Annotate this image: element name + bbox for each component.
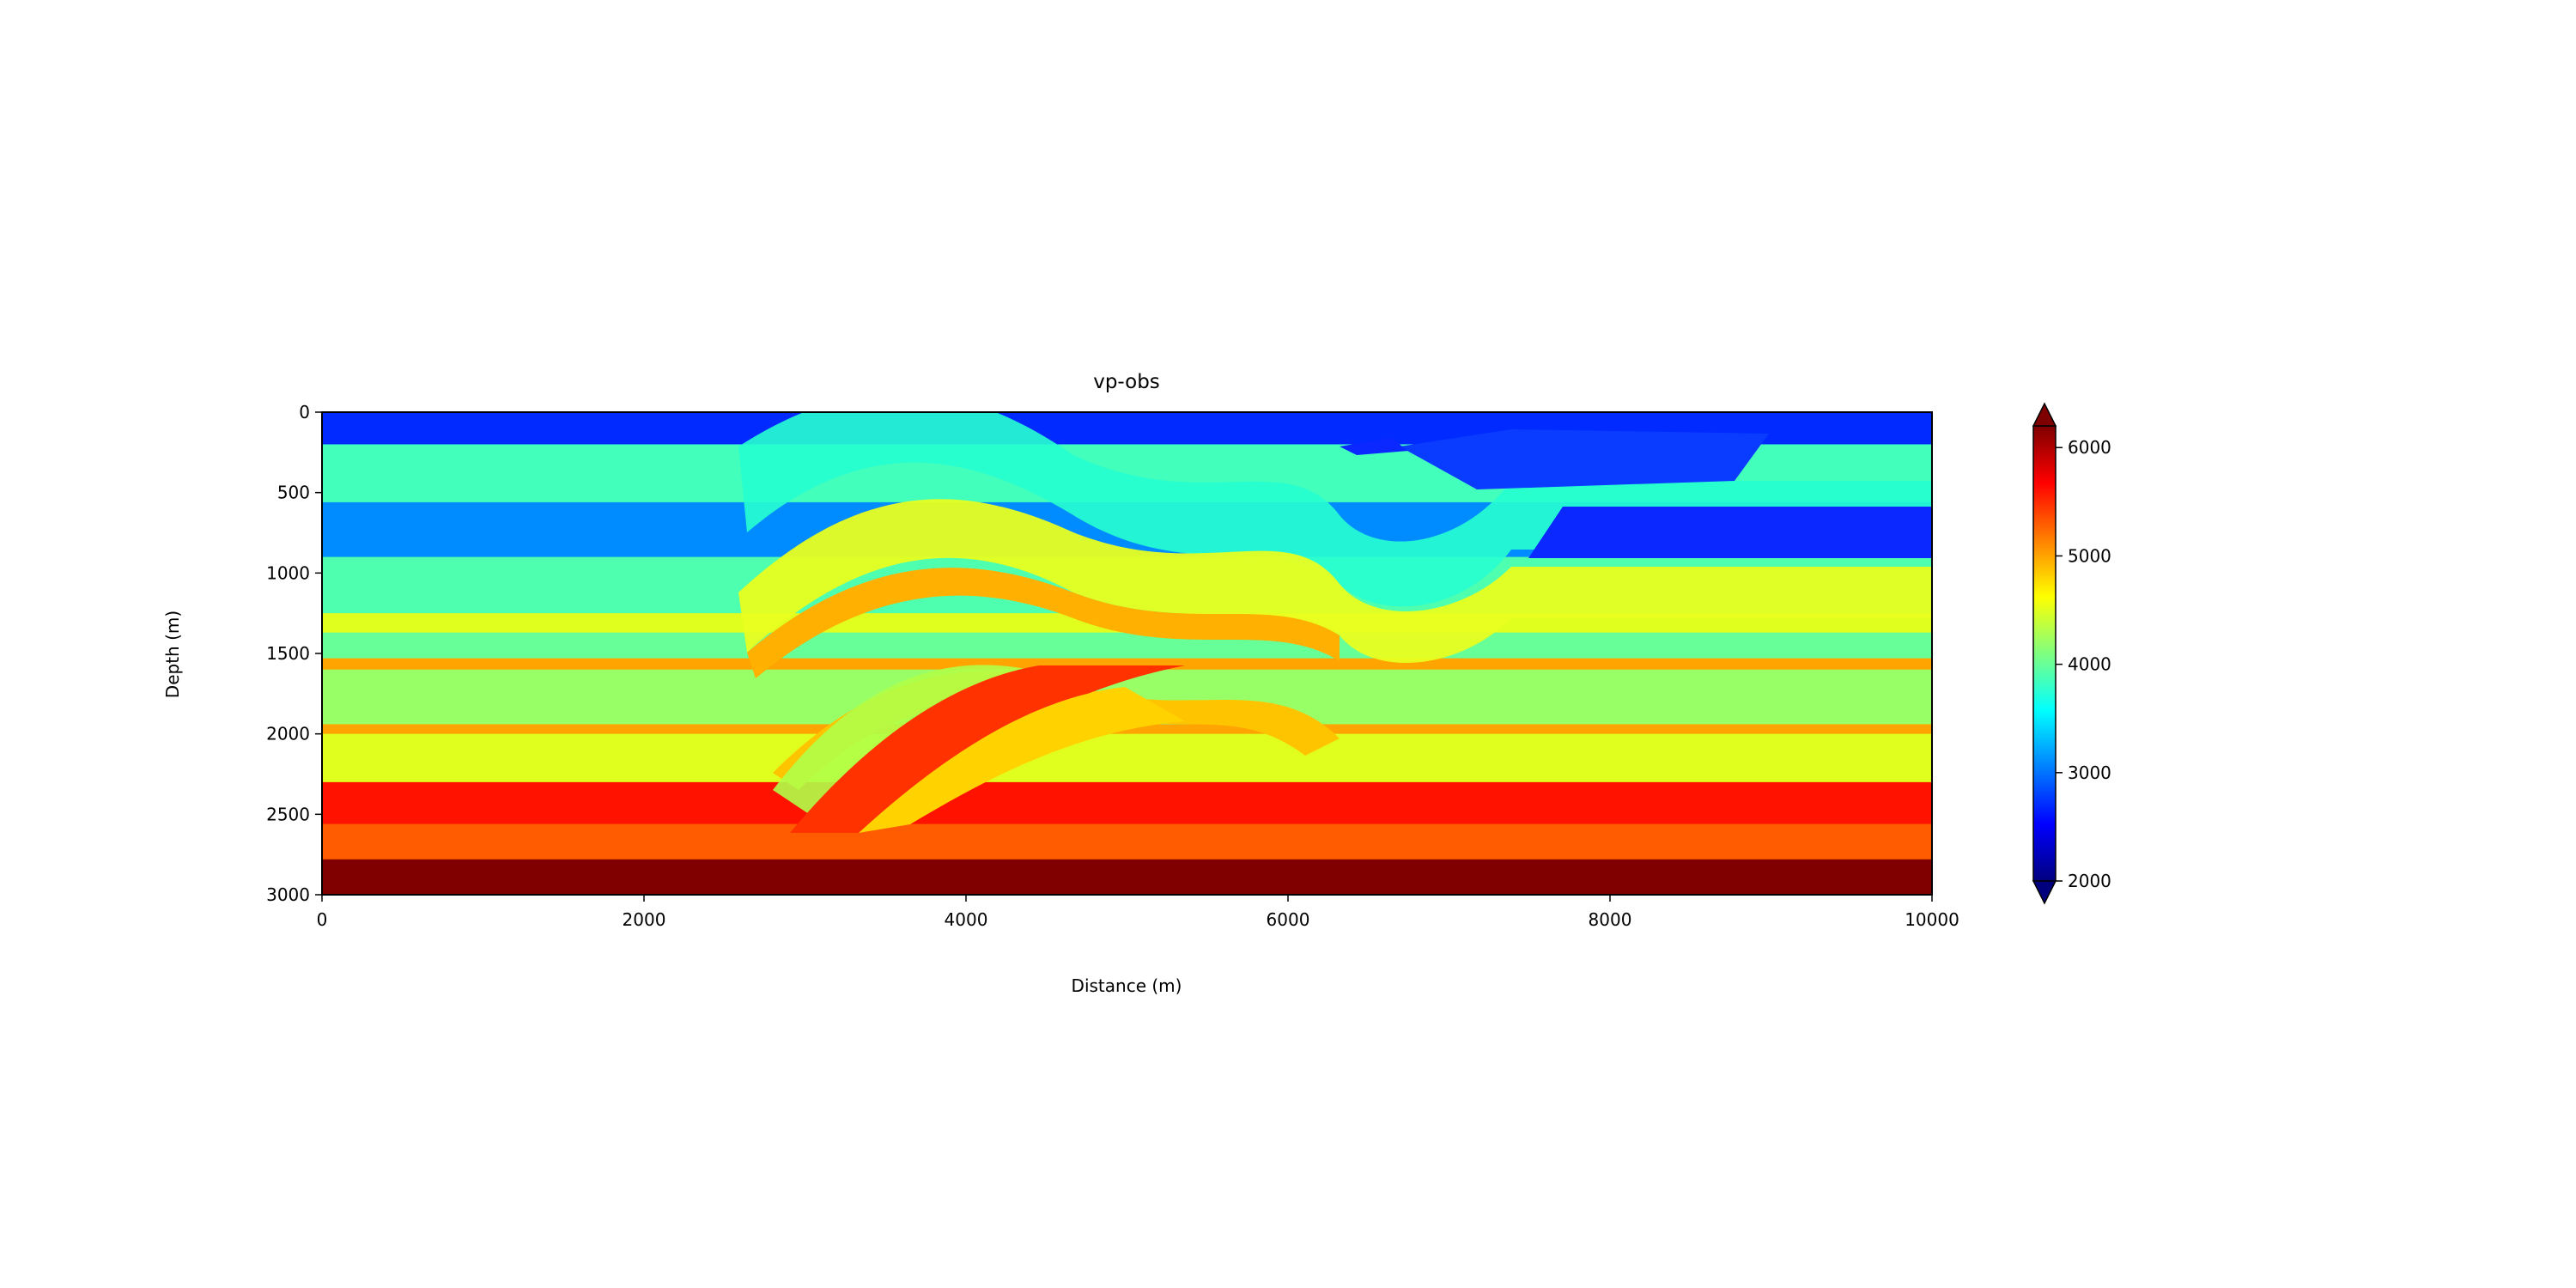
- velocity-layer-6: [322, 658, 1932, 671]
- velocity-layer-11: [322, 823, 1932, 860]
- y-tick-label: 1000: [266, 562, 310, 583]
- velocity-layer-10: [322, 781, 1932, 825]
- x-tick-label: 6000: [1267, 909, 1310, 930]
- colorbar: 2000 3000 4000 5000 6000: [2032, 402, 2111, 905]
- y-tick-label: 0: [299, 402, 310, 422]
- colorbar-gradient: [2032, 425, 2057, 882]
- x-tick-label: 4000: [945, 909, 988, 930]
- velocity-layer-12: [322, 859, 1932, 895]
- x-axis-label: Distance (m): [1072, 975, 1182, 996]
- colorbar-tick-label: 6000: [2068, 437, 2111, 458]
- colorbar-tick-label: 2000: [2068, 871, 2111, 891]
- colorbar-extend-bottom: [2032, 880, 2057, 905]
- colorbar-extend-top: [2032, 402, 2057, 427]
- y-tick-label: 500: [277, 483, 310, 503]
- x-tick-label: 8000: [1589, 909, 1632, 930]
- x-tick-label: 0: [317, 909, 328, 930]
- y-tick-label: 1500: [266, 643, 310, 664]
- colorbar-tick-label: 4000: [2068, 654, 2111, 675]
- y-tick-label: 2500: [266, 804, 310, 824]
- chart-title: vp-obs: [1093, 371, 1160, 393]
- anticline-feature: [738, 412, 1932, 833]
- velocity-layer-5: [322, 632, 1932, 659]
- colorbar-ticks: 2000 3000 4000 5000 6000: [2056, 437, 2111, 891]
- colorbar-tick-label: 3000: [2068, 762, 2111, 783]
- y-tick-label: 2000: [266, 724, 310, 744]
- plot-area: [322, 412, 1932, 895]
- colorbar-tick-label: 5000: [2068, 545, 2111, 566]
- x-axis: 0 2000 4000 6000 8000 10000: [317, 895, 1959, 930]
- velocity-layer-9: [322, 733, 1932, 783]
- y-axis-label: Depth (m): [162, 611, 183, 698]
- y-axis: 0 500 1000 1500 2000 2500 3000: [266, 402, 322, 905]
- x-tick-label: 10000: [1905, 909, 1959, 930]
- x-tick-label: 2000: [623, 909, 666, 930]
- y-tick-label: 3000: [266, 884, 310, 905]
